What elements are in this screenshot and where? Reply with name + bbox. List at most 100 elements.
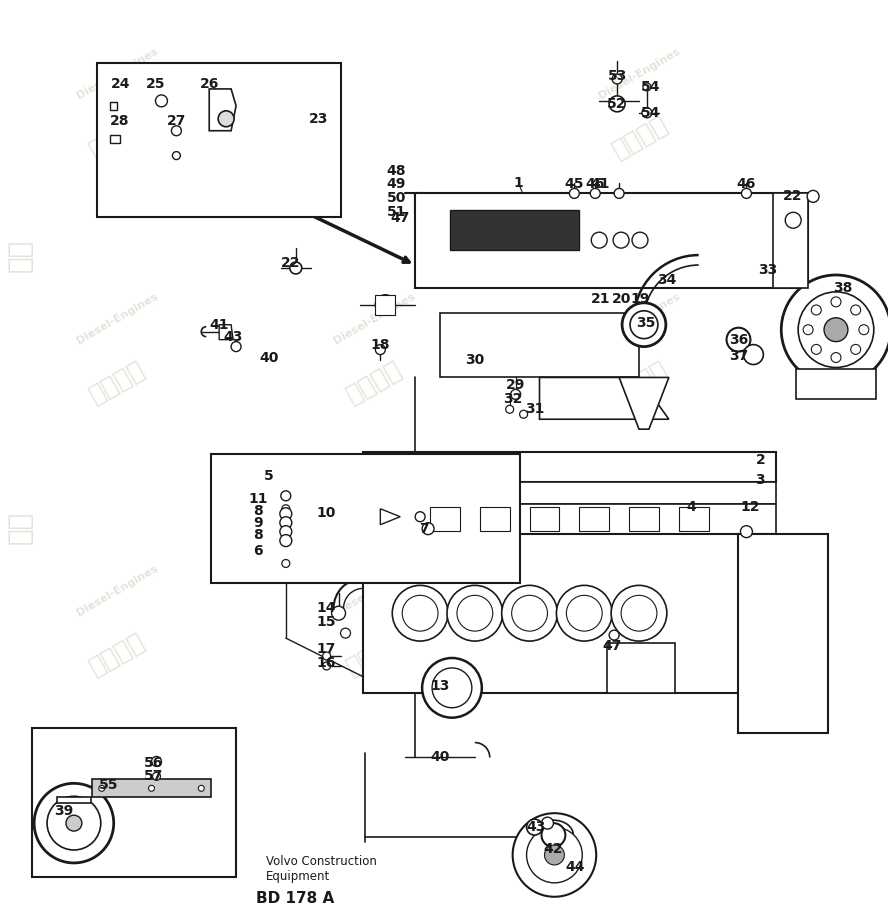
Circle shape — [831, 297, 841, 307]
Circle shape — [621, 595, 657, 631]
Circle shape — [570, 189, 579, 199]
Circle shape — [341, 629, 351, 638]
Circle shape — [422, 658, 481, 718]
Text: 54: 54 — [641, 106, 660, 120]
Circle shape — [332, 606, 345, 620]
Polygon shape — [376, 295, 395, 315]
Text: 44: 44 — [565, 860, 585, 874]
Circle shape — [218, 111, 234, 127]
Text: 34: 34 — [657, 273, 676, 287]
Text: 55: 55 — [99, 778, 118, 793]
Circle shape — [231, 342, 241, 352]
Circle shape — [66, 815, 82, 831]
Bar — [415, 193, 808, 288]
Circle shape — [798, 292, 874, 367]
Text: 54: 54 — [641, 80, 660, 94]
Text: 21: 21 — [590, 292, 610, 306]
Circle shape — [279, 517, 292, 528]
Circle shape — [743, 344, 764, 364]
Circle shape — [34, 783, 114, 863]
Circle shape — [812, 305, 821, 315]
Bar — [629, 507, 659, 530]
Bar — [773, 193, 808, 288]
Text: 20: 20 — [611, 292, 631, 306]
Text: 23: 23 — [309, 112, 328, 126]
Circle shape — [47, 796, 101, 850]
Circle shape — [545, 845, 564, 865]
Circle shape — [642, 107, 652, 118]
Bar — [211, 454, 520, 583]
Circle shape — [415, 512, 425, 522]
Text: 4: 4 — [687, 500, 697, 514]
Text: 42: 42 — [544, 842, 563, 856]
Text: 10: 10 — [317, 506, 336, 520]
Circle shape — [511, 389, 521, 399]
Text: 紫发动力: 紫发动力 — [608, 112, 672, 163]
Text: 8: 8 — [253, 504, 263, 517]
Bar — [430, 507, 460, 530]
Circle shape — [527, 827, 582, 883]
Text: 47: 47 — [603, 639, 622, 653]
Circle shape — [376, 295, 395, 315]
Circle shape — [172, 126, 182, 136]
Text: 紫发动力: 紫发动力 — [342, 629, 406, 680]
Text: 41: 41 — [209, 318, 229, 332]
Bar — [480, 507, 510, 530]
Bar — [92, 780, 211, 797]
Circle shape — [726, 328, 750, 352]
Circle shape — [612, 74, 622, 84]
Circle shape — [506, 405, 514, 414]
Circle shape — [643, 83, 651, 91]
Text: 18: 18 — [370, 338, 390, 352]
Circle shape — [824, 318, 848, 342]
Text: 1: 1 — [514, 177, 523, 190]
Text: 紫发动力: 紫发动力 — [85, 112, 150, 163]
Text: 动力: 动力 — [6, 510, 34, 544]
Circle shape — [502, 586, 557, 641]
Text: 51: 51 — [386, 205, 406, 220]
Bar — [32, 728, 236, 877]
Text: 紫发动力: 紫发动力 — [85, 356, 150, 407]
Circle shape — [149, 785, 155, 792]
Text: 29: 29 — [506, 378, 525, 393]
Text: 2: 2 — [756, 453, 765, 467]
Circle shape — [281, 491, 291, 501]
Text: 14: 14 — [317, 601, 336, 615]
Circle shape — [279, 526, 292, 537]
Text: 40: 40 — [431, 751, 449, 764]
Text: Diesel-Engines: Diesel-Engines — [332, 292, 417, 346]
Text: Diesel-Engines: Diesel-Engines — [75, 46, 160, 101]
Text: 46: 46 — [586, 178, 605, 191]
Text: 15: 15 — [317, 615, 336, 630]
Polygon shape — [57, 797, 91, 804]
Circle shape — [611, 586, 667, 641]
Text: 37: 37 — [729, 349, 748, 363]
Text: Equipment: Equipment — [266, 870, 330, 883]
Circle shape — [173, 151, 181, 159]
Text: 动力: 动力 — [6, 239, 34, 271]
Circle shape — [151, 756, 161, 766]
Bar — [607, 643, 675, 692]
Circle shape — [156, 95, 167, 107]
Text: 紫发动力: 紫发动力 — [608, 356, 672, 407]
Circle shape — [447, 586, 503, 641]
Text: 56: 56 — [144, 756, 163, 771]
Circle shape — [632, 232, 648, 248]
Text: 39: 39 — [54, 804, 74, 818]
Circle shape — [781, 275, 890, 384]
Text: 40: 40 — [259, 351, 279, 364]
Circle shape — [99, 785, 105, 792]
Text: 22: 22 — [281, 256, 301, 270]
Text: 33: 33 — [757, 263, 777, 277]
Bar — [363, 482, 776, 504]
Circle shape — [609, 630, 619, 640]
Circle shape — [630, 311, 658, 339]
Polygon shape — [380, 508, 400, 525]
Text: Diesel-Engines: Diesel-Engines — [75, 563, 160, 618]
Polygon shape — [619, 377, 669, 429]
Text: 28: 28 — [110, 114, 129, 128]
Circle shape — [402, 595, 438, 631]
Text: 35: 35 — [636, 316, 656, 330]
Text: 47: 47 — [391, 211, 410, 225]
Text: 38: 38 — [833, 281, 853, 295]
